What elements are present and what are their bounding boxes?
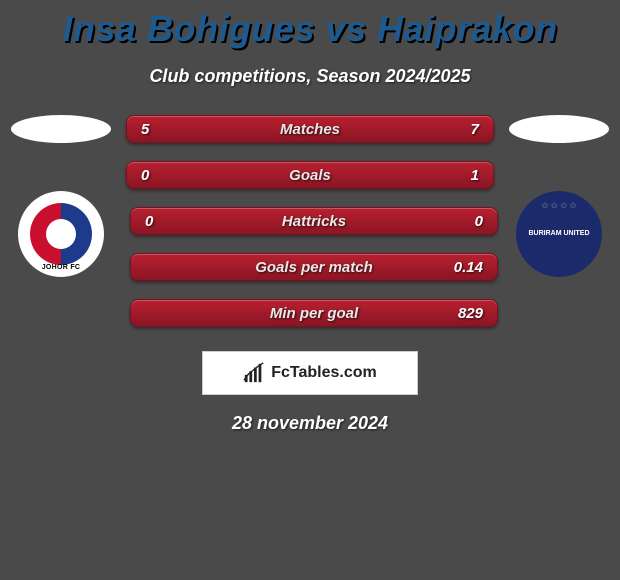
stat-left-value: 5	[141, 121, 149, 138]
watermark-text: FcTables.com	[271, 364, 377, 382]
left-team-column: JOHOR FC	[6, 115, 116, 277]
stat-left-value: 0	[141, 167, 149, 184]
stat-right-value: 0.14	[454, 259, 483, 276]
page-title: Insa Bohigues vs Haiprakon	[0, 0, 620, 50]
comparison-panel: JOHOR FC 5 Matches 7 0 Goals 1 0 Hattric…	[0, 115, 620, 345]
stats-column: 5 Matches 7 0 Goals 1 0 Hattricks 0 Goal…	[116, 115, 504, 345]
date-label: 28 november 2024	[0, 413, 620, 434]
stat-right-value: 829	[458, 305, 483, 322]
right-team-column: BURIRAM UNITED	[504, 115, 614, 277]
stat-label: Min per goal	[270, 305, 358, 322]
left-team-badge: JOHOR FC	[18, 191, 104, 277]
stat-row-goals-per-match: Goals per match 0.14	[130, 253, 498, 281]
right-player-silhouette	[509, 115, 609, 143]
stat-row-hattricks: 0 Hattricks 0	[130, 207, 498, 235]
stat-right-value: 7	[471, 121, 479, 138]
stat-label: Goals	[289, 167, 331, 184]
stat-row-min-per-goal: Min per goal 829	[130, 299, 498, 327]
stat-right-value: 0	[475, 213, 483, 230]
left-team-badge-inner	[30, 203, 92, 265]
stat-left-value: 0	[145, 213, 153, 230]
chart-icon	[243, 362, 265, 384]
watermark: FcTables.com	[202, 351, 418, 395]
stat-label: Goals per match	[255, 259, 373, 276]
left-player-silhouette	[11, 115, 111, 143]
right-team-badge-label: BURIRAM UNITED	[528, 230, 589, 238]
stat-right-value: 1	[471, 167, 479, 184]
right-team-badge: BURIRAM UNITED	[516, 191, 602, 277]
stat-row-matches: 5 Matches 7	[126, 115, 494, 143]
stat-label: Matches	[280, 121, 340, 138]
stat-row-goals: 0 Goals 1	[126, 161, 494, 189]
subtitle: Club competitions, Season 2024/2025	[0, 66, 620, 87]
left-team-badge-label: JOHOR FC	[42, 264, 81, 271]
stat-label: Hattricks	[282, 213, 346, 230]
